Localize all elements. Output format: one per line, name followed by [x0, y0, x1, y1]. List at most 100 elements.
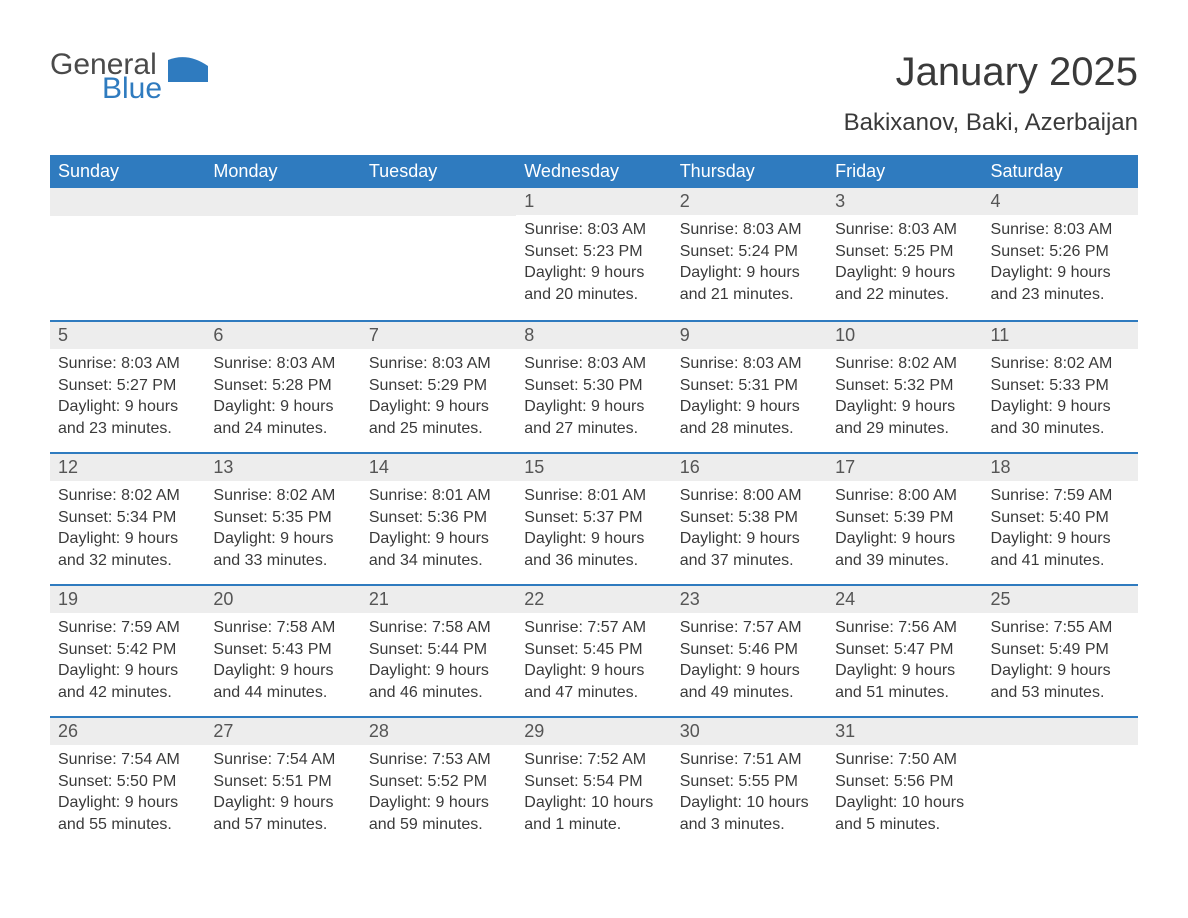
calendar-cell: 30Sunrise: 7:51 AMSunset: 5:55 PMDayligh…: [672, 716, 827, 848]
day-number: 2: [672, 188, 827, 215]
day-number: 11: [983, 320, 1138, 349]
sunset-line: Sunset: 5:33 PM: [991, 375, 1130, 397]
logo-flag-icon: [168, 56, 208, 82]
sunrise-line: Sunrise: 7:56 AM: [835, 617, 974, 639]
sunrise-line: Sunrise: 8:01 AM: [524, 485, 663, 507]
day-number: 9: [672, 320, 827, 349]
daylight-line: Daylight: 9 hours and 30 minutes.: [991, 396, 1130, 439]
daylight-line: Daylight: 10 hours and 3 minutes.: [680, 792, 819, 835]
daylight-line: Daylight: 9 hours and 44 minutes.: [213, 660, 352, 703]
daylight-line: Daylight: 9 hours and 27 minutes.: [524, 396, 663, 439]
calendar-cell: 14Sunrise: 8:01 AMSunset: 5:36 PMDayligh…: [361, 452, 516, 584]
day-number: [983, 716, 1138, 745]
day-number: 29: [516, 716, 671, 745]
sunset-line: Sunset: 5:51 PM: [213, 771, 352, 793]
day-details: Sunrise: 7:52 AMSunset: 5:54 PMDaylight:…: [516, 745, 671, 843]
sunset-line: Sunset: 5:26 PM: [991, 241, 1130, 263]
sunrise-line: Sunrise: 7:59 AM: [58, 617, 197, 639]
sunrise-line: Sunrise: 8:02 AM: [58, 485, 197, 507]
day-details: Sunrise: 8:03 AMSunset: 5:28 PMDaylight:…: [205, 349, 360, 447]
daylight-line: Daylight: 9 hours and 20 minutes.: [524, 262, 663, 305]
day-details: Sunrise: 7:58 AMSunset: 5:43 PMDaylight:…: [205, 613, 360, 711]
day-number: 10: [827, 320, 982, 349]
calendar-week-row: 12Sunrise: 8:02 AMSunset: 5:34 PMDayligh…: [50, 452, 1138, 584]
day-number: [205, 188, 360, 216]
day-details: Sunrise: 8:03 AMSunset: 5:27 PMDaylight:…: [50, 349, 205, 447]
calendar-cell: 20Sunrise: 7:58 AMSunset: 5:43 PMDayligh…: [205, 584, 360, 716]
day-number: 25: [983, 584, 1138, 613]
calendar-cell: [361, 188, 516, 320]
calendar-cell: 31Sunrise: 7:50 AMSunset: 5:56 PMDayligh…: [827, 716, 982, 848]
day-number: [361, 188, 516, 216]
day-number: 12: [50, 452, 205, 481]
calendar-cell: 18Sunrise: 7:59 AMSunset: 5:40 PMDayligh…: [983, 452, 1138, 584]
day-number: 19: [50, 584, 205, 613]
calendar-cell: 6Sunrise: 8:03 AMSunset: 5:28 PMDaylight…: [205, 320, 360, 452]
sunset-line: Sunset: 5:29 PM: [369, 375, 508, 397]
day-number: 17: [827, 452, 982, 481]
sunset-line: Sunset: 5:46 PM: [680, 639, 819, 661]
sunset-line: Sunset: 5:56 PM: [835, 771, 974, 793]
calendar-cell: 26Sunrise: 7:54 AMSunset: 5:50 PMDayligh…: [50, 716, 205, 848]
calendar-cell: 11Sunrise: 8:02 AMSunset: 5:33 PMDayligh…: [983, 320, 1138, 452]
daylight-line: Daylight: 9 hours and 49 minutes.: [680, 660, 819, 703]
daylight-line: Daylight: 10 hours and 5 minutes.: [835, 792, 974, 835]
daylight-line: Daylight: 9 hours and 21 minutes.: [680, 262, 819, 305]
calendar-cell: 23 Sunrise: 7:57 AMSunset: 5:46 PMDayligh…: [672, 584, 827, 716]
daylight-line: Daylight: 9 hours and 37 minutes.: [680, 528, 819, 571]
day-number: 15: [516, 452, 671, 481]
day-number: 7: [361, 320, 516, 349]
location-text: Bakixanov, Baki, Azerbaijan: [844, 109, 1138, 137]
sunset-line: Sunset: 5:35 PM: [213, 507, 352, 529]
day-number: 28: [361, 716, 516, 745]
calendar-cell: 24Sunrise: 7:56 AMSunset: 5:47 PMDayligh…: [827, 584, 982, 716]
sunset-line: Sunset: 5:32 PM: [835, 375, 974, 397]
calendar-cell: 2Sunrise: 8:03 AMSunset: 5:24 PMDaylight…: [672, 188, 827, 320]
sunrise-line: Sunrise: 8:00 AM: [680, 485, 819, 507]
day-details: Sunrise: 8:03 AMSunset: 5:23 PMDaylight:…: [516, 215, 671, 313]
day-number: 6: [205, 320, 360, 349]
daylight-line: Daylight: 9 hours and 36 minutes.: [524, 528, 663, 571]
daylight-line: Daylight: 9 hours and 23 minutes.: [58, 396, 197, 439]
calendar-cell: 15Sunrise: 8:01 AMSunset: 5:37 PMDayligh…: [516, 452, 671, 584]
daylight-line: Daylight: 9 hours and 57 minutes.: [213, 792, 352, 835]
sunrise-line: Sunrise: 7:55 AM: [991, 617, 1130, 639]
day-number: 21: [361, 584, 516, 613]
day-details: Sunrise: 8:01 AMSunset: 5:37 PMDaylight:…: [516, 481, 671, 579]
day-number: 13: [205, 452, 360, 481]
calendar-cell: 9Sunrise: 8:03 AMSunset: 5:31 PMDaylight…: [672, 320, 827, 452]
sunset-line: Sunset: 5:47 PM: [835, 639, 974, 661]
sunset-line: Sunset: 5:43 PM: [213, 639, 352, 661]
sunrise-line: Sunrise: 7:51 AM: [680, 749, 819, 771]
day-number: 8: [516, 320, 671, 349]
sunrise-line: Sunrise: 7:53 AM: [369, 749, 508, 771]
sunset-line: Sunset: 5:34 PM: [58, 507, 197, 529]
day-details: Sunrise: 8:00 AMSunset: 5:39 PMDaylight:…: [827, 481, 982, 579]
day-number: 23: [672, 584, 827, 613]
calendar-cell: [983, 716, 1138, 848]
title-block: January 2025 Bakixanov, Baki, Azerbaijan: [844, 50, 1138, 137]
sunset-line: Sunset: 5:28 PM: [213, 375, 352, 397]
day-details: Sunrise: 8:02 AMSunset: 5:34 PMDaylight:…: [50, 481, 205, 579]
daylight-line: Daylight: 9 hours and 33 minutes.: [213, 528, 352, 571]
sunset-line: Sunset: 5:30 PM: [524, 375, 663, 397]
daylight-line: Daylight: 9 hours and 59 minutes.: [369, 792, 508, 835]
sunrise-line: Sunrise: 7:57 AM: [680, 617, 819, 639]
sunset-line: Sunset: 5:36 PM: [369, 507, 508, 529]
daylight-line: Daylight: 9 hours and 53 minutes.: [991, 660, 1130, 703]
day-number: 24: [827, 584, 982, 613]
calendar-table: SundayMondayTuesdayWednesdayThursdayFrid…: [50, 155, 1138, 848]
calendar-week-row: 5Sunrise: 8:03 AMSunset: 5:27 PMDaylight…: [50, 320, 1138, 452]
day-details: Sunrise: 7:57 AMSunset: 5:45 PMDaylight:…: [516, 613, 671, 711]
daylight-line: Daylight: 9 hours and 39 minutes.: [835, 528, 974, 571]
day-number: 18: [983, 452, 1138, 481]
calendar-cell: 13Sunrise: 8:02 AMSunset: 5:35 PMDayligh…: [205, 452, 360, 584]
sunrise-line: Sunrise: 8:03 AM: [524, 353, 663, 375]
day-number: 5: [50, 320, 205, 349]
calendar-cell: 8 Sunrise: 8:03 AMSunset: 5:30 PMDaylight…: [516, 320, 671, 452]
day-details: Sunrise: 8:03 AMSunset: 5:25 PMDaylight:…: [827, 215, 982, 313]
daylight-line: Daylight: 9 hours and 41 minutes.: [991, 528, 1130, 571]
sunrise-line: Sunrise: 7:58 AM: [213, 617, 352, 639]
daylight-line: Daylight: 9 hours and 23 minutes.: [991, 262, 1130, 305]
daylight-line: Daylight: 9 hours and 55 minutes.: [58, 792, 197, 835]
